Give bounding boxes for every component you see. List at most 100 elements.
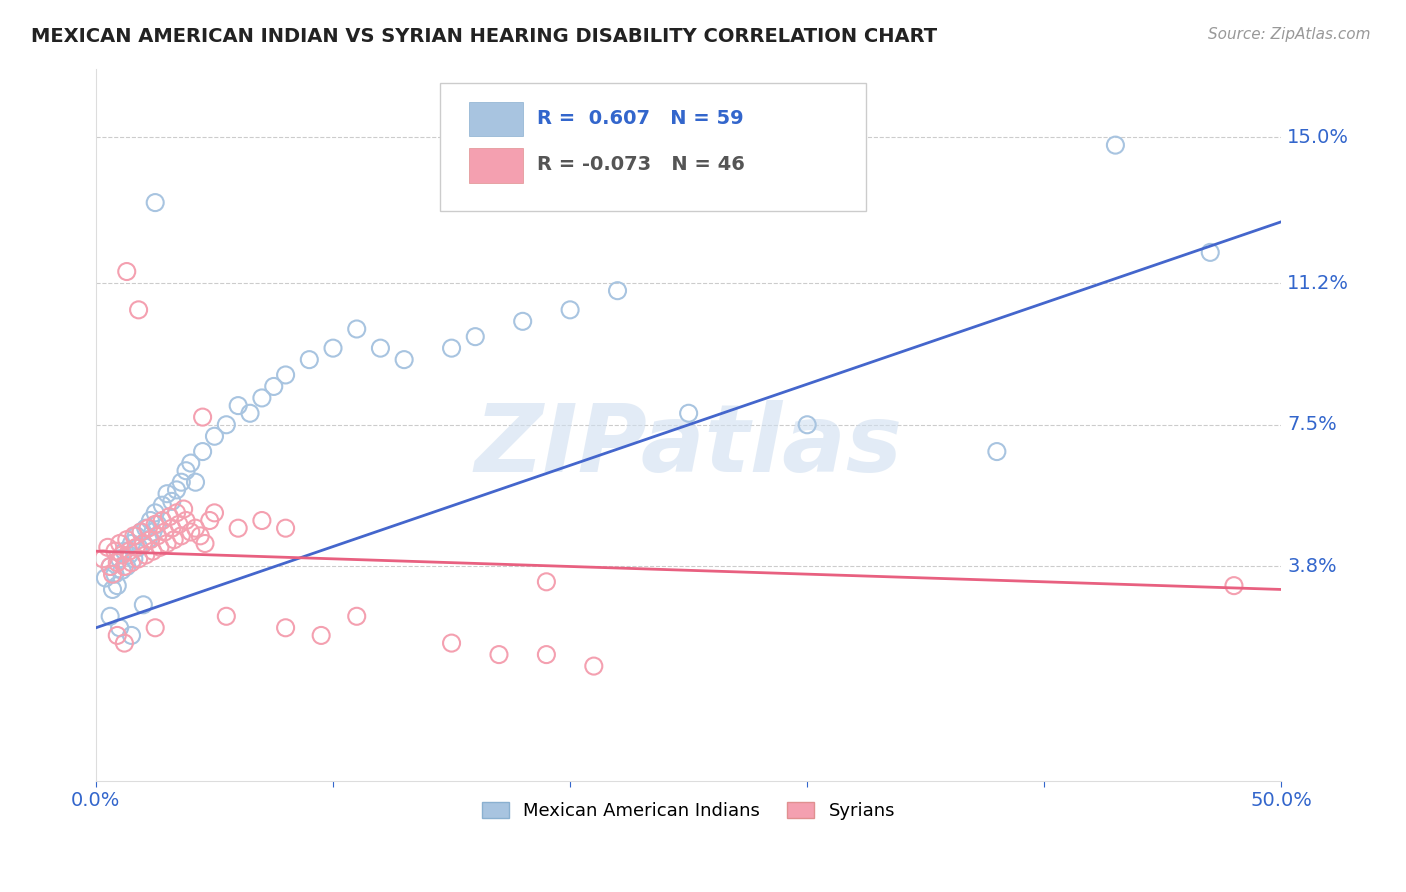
Point	[346, 322, 368, 336]
Point	[274, 368, 297, 382]
Point	[150, 498, 173, 512]
Point	[143, 621, 166, 635]
Point	[108, 621, 131, 635]
Point	[180, 524, 202, 539]
Point	[173, 502, 195, 516]
Point	[986, 444, 1008, 458]
Point	[143, 517, 166, 532]
Text: R =  0.607   N = 59: R = 0.607 N = 59	[537, 109, 744, 128]
Point	[194, 536, 217, 550]
Point	[166, 506, 188, 520]
Point	[111, 563, 134, 577]
Point	[678, 406, 700, 420]
Text: R = -0.073   N = 46: R = -0.073 N = 46	[537, 155, 745, 174]
Point	[135, 521, 157, 535]
Point	[159, 509, 181, 524]
Text: Source: ZipAtlas.com: Source: ZipAtlas.com	[1208, 27, 1371, 42]
Point	[94, 571, 117, 585]
Point	[104, 567, 127, 582]
Point	[184, 521, 207, 535]
Point	[582, 659, 605, 673]
Point	[129, 524, 152, 539]
Point	[174, 464, 197, 478]
Legend: Mexican American Indians, Syrians: Mexican American Indians, Syrians	[477, 797, 901, 825]
Point	[149, 541, 172, 555]
Point	[1223, 579, 1246, 593]
Point	[558, 302, 581, 317]
Point	[346, 609, 368, 624]
Point	[98, 609, 121, 624]
Point	[132, 536, 155, 550]
Point	[139, 514, 162, 528]
Point	[198, 514, 221, 528]
Point	[122, 529, 145, 543]
Point	[112, 544, 135, 558]
Point	[204, 429, 226, 443]
Point	[215, 609, 238, 624]
Point	[101, 582, 124, 597]
Point	[101, 567, 124, 582]
Point	[250, 391, 273, 405]
Point	[132, 536, 155, 550]
Point	[108, 536, 131, 550]
Point	[146, 517, 169, 532]
Point	[1199, 245, 1222, 260]
Point	[128, 302, 150, 317]
Point	[464, 329, 486, 343]
Point	[121, 628, 143, 642]
Point	[125, 541, 148, 555]
Point	[150, 514, 173, 528]
Point	[160, 521, 183, 535]
Point	[170, 475, 193, 490]
Point	[129, 524, 152, 539]
Point	[226, 399, 249, 413]
Point	[112, 636, 135, 650]
Point	[274, 621, 297, 635]
Point	[136, 521, 159, 535]
Point	[156, 536, 179, 550]
Text: 7.5%: 7.5%	[1288, 416, 1337, 434]
Point	[136, 533, 159, 547]
Point	[170, 529, 193, 543]
Point	[105, 556, 128, 570]
Point	[104, 544, 127, 558]
Point	[105, 579, 128, 593]
Text: 15.0%: 15.0%	[1288, 128, 1350, 147]
Point	[322, 341, 344, 355]
Point	[274, 521, 297, 535]
Point	[122, 551, 145, 566]
Point	[392, 352, 415, 367]
Point	[160, 494, 183, 508]
Point	[191, 444, 214, 458]
Point	[1104, 138, 1126, 153]
Text: ZIPatlas: ZIPatlas	[475, 401, 903, 492]
Point	[796, 417, 818, 432]
Point	[440, 341, 463, 355]
Point	[142, 544, 165, 558]
Point	[536, 648, 558, 662]
Point	[105, 628, 128, 642]
Text: 3.8%: 3.8%	[1288, 557, 1337, 576]
Point	[98, 559, 121, 574]
Point	[125, 529, 148, 543]
Point	[166, 483, 188, 497]
Point	[180, 456, 202, 470]
Point	[118, 544, 141, 558]
Point	[309, 628, 332, 642]
Point	[191, 410, 214, 425]
Point	[128, 541, 150, 555]
Point	[139, 533, 162, 547]
Point	[370, 341, 392, 355]
Point	[512, 314, 534, 328]
Point	[121, 536, 143, 550]
Point	[146, 529, 169, 543]
Point	[115, 264, 138, 278]
Point	[536, 574, 558, 589]
Point	[111, 548, 134, 562]
Point	[108, 551, 131, 566]
Point	[118, 548, 141, 562]
Point	[239, 406, 262, 420]
Point	[226, 521, 249, 535]
Point	[174, 514, 197, 528]
Point	[128, 551, 150, 566]
